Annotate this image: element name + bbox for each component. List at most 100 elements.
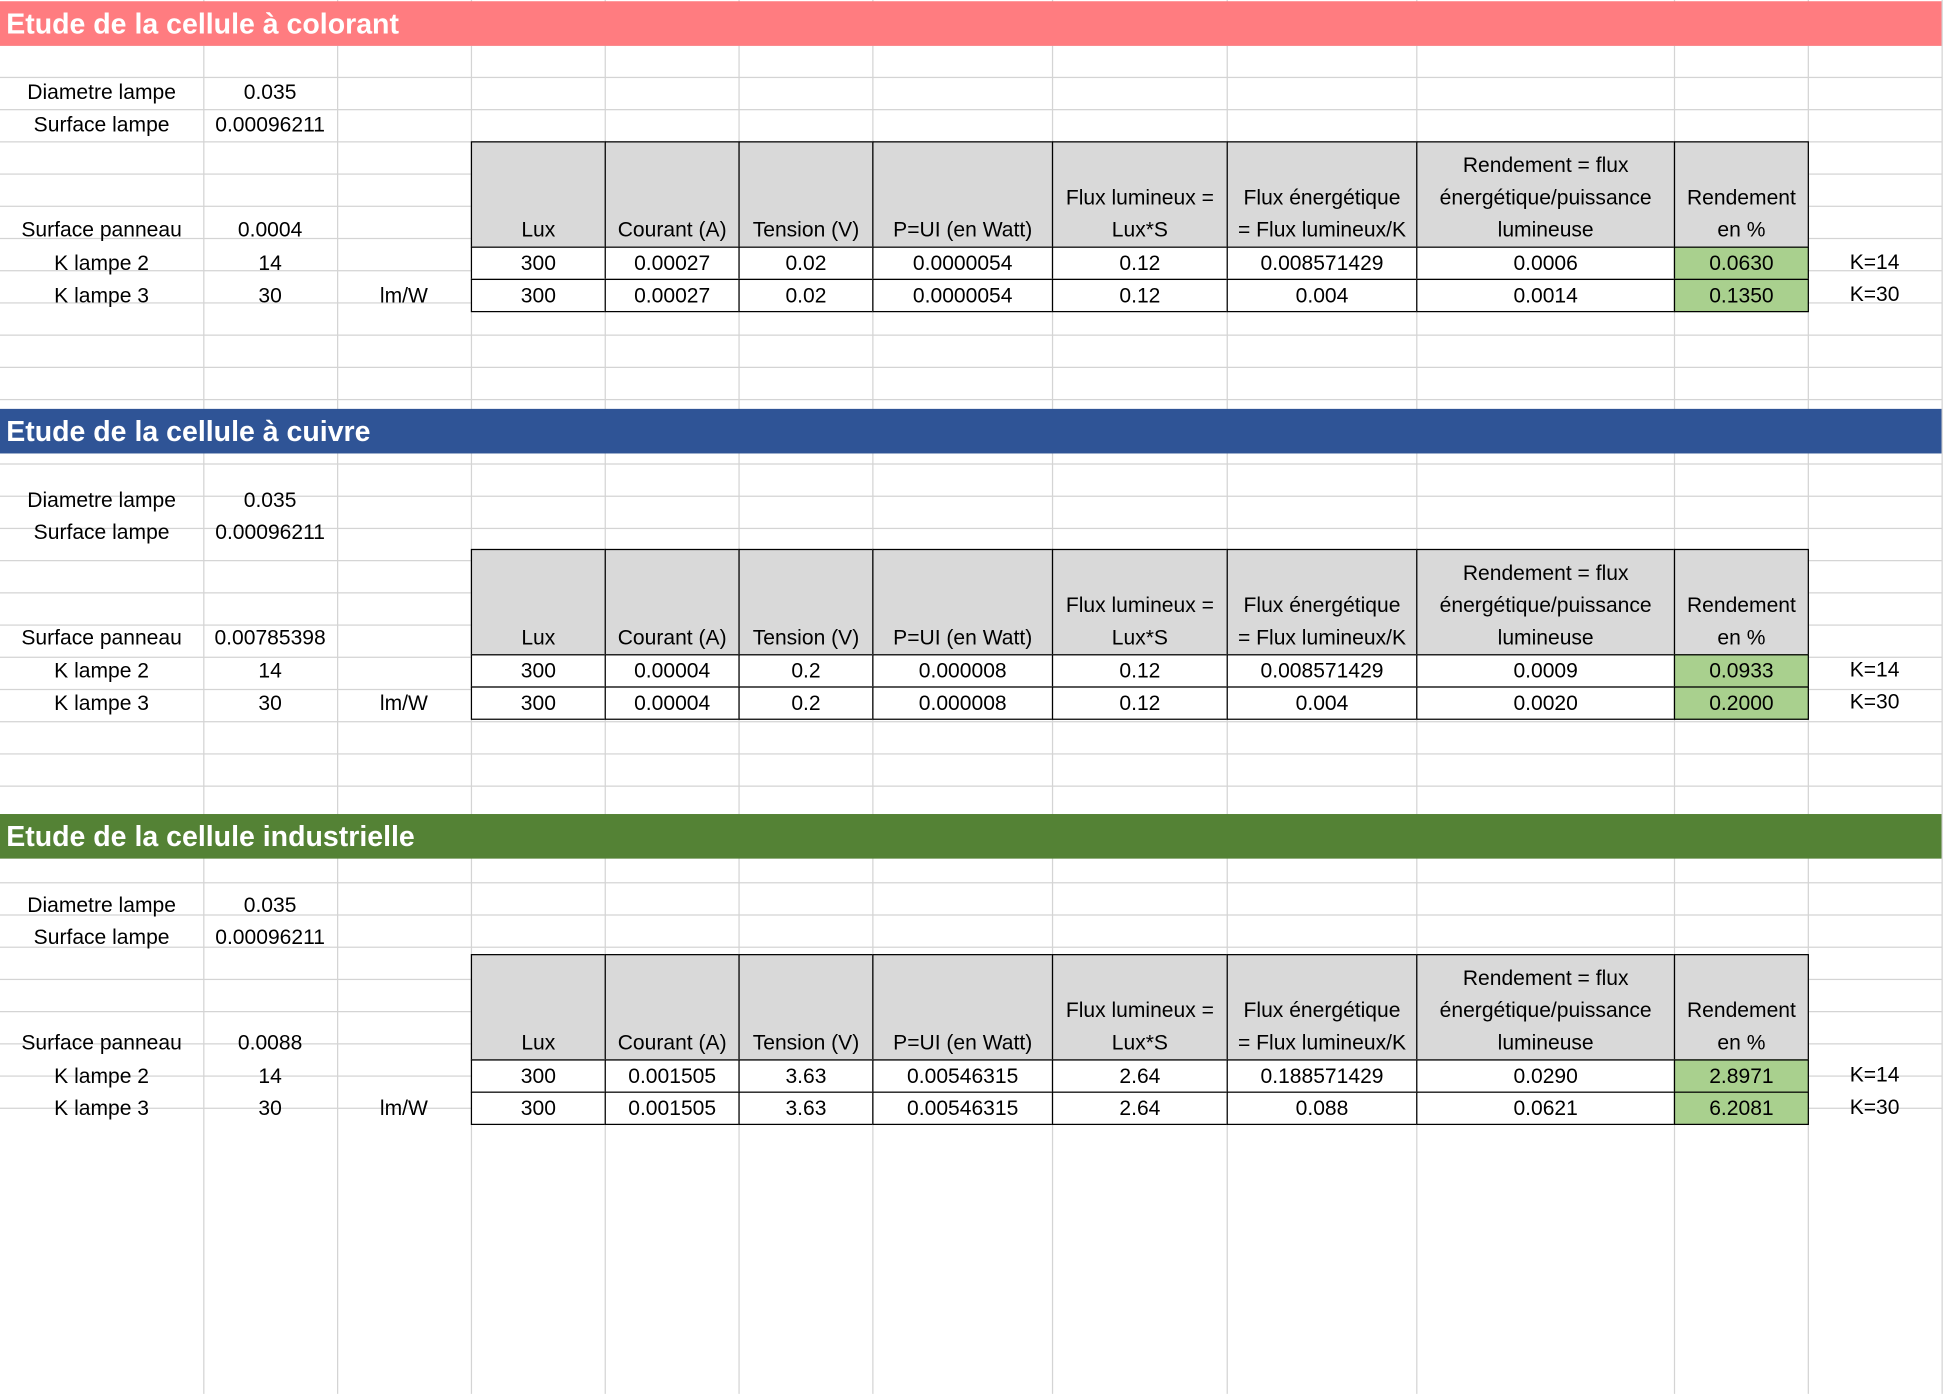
header-text: = Flux lumineux/K — [1238, 218, 1407, 242]
surface-lampe-label: Surface lampe — [33, 925, 170, 950]
table-cell: 0.0621 — [1416, 1091, 1676, 1126]
table-cell: 0.00027 — [604, 246, 740, 281]
diametre-value: 0.035 — [243, 488, 297, 512]
header-text: Lux — [521, 625, 556, 650]
k-lampe-3-label: K lampe 3 — [54, 691, 150, 715]
header-text: lumineuse — [1497, 1030, 1594, 1055]
header-text: Courant (A) — [617, 1030, 727, 1055]
table-header-cell: Rendement en % — [1673, 141, 1809, 248]
k-lampe-2-value: 14 — [258, 1064, 282, 1088]
table-header-cell: Tension (V) — [738, 548, 874, 656]
header-text: = Flux lumineux/K — [1238, 1030, 1407, 1055]
header-text: Tension (V) — [752, 625, 860, 650]
table-header-cell: Lux — [470, 141, 606, 248]
table-cell: 0.000008 — [872, 686, 1054, 720]
header-text: P=UI (en Watt) — [893, 1030, 1033, 1055]
table-cell: 0.00004 — [604, 686, 740, 720]
table-cell: 300 — [470, 278, 606, 313]
table-cell: 2.64 — [1051, 1059, 1228, 1093]
table-cell: 0.2 — [738, 686, 874, 720]
surface-panneau-label: Surface panneau — [21, 1030, 182, 1055]
table-cell: 0.0020 — [1416, 686, 1676, 720]
header-text: lumineuse — [1497, 218, 1594, 242]
table-cell: 0.088 — [1226, 1091, 1418, 1126]
header-text: énergétique/puissance — [1439, 998, 1652, 1023]
grid-row-line — [0, 334, 1942, 336]
header-text: Courant (A) — [617, 625, 727, 650]
table-header-cell: Flux énergétique = Flux lumineux/K — [1226, 141, 1418, 248]
table-cell: 0.12 — [1051, 654, 1228, 688]
rendement-percent-cell: 0.0933 — [1673, 654, 1809, 688]
table-cell: 0.12 — [1051, 246, 1228, 281]
table-header-cell: P=UI (en Watt) — [872, 548, 1054, 656]
k-lampe-2-value: 14 — [258, 251, 282, 276]
table-header-cell: Rendement = flux énergétique/puissance lum… — [1416, 141, 1676, 248]
table-header-cell: Flux énergétique = Flux lumineux/K — [1226, 954, 1418, 1061]
grid-row-line — [0, 398, 1942, 401]
header-text: Flux énergétique — [1243, 185, 1401, 210]
header-text: Tension (V) — [752, 218, 860, 242]
header-text: = Flux lumineux/K — [1238, 625, 1407, 650]
header-text: Lux*S — [1111, 625, 1168, 650]
table-cell: 0.188571429 — [1226, 1059, 1418, 1093]
table-header-cell: Rendement en % — [1673, 954, 1809, 1061]
k-tag: K=30 — [1849, 282, 1900, 307]
table-header-cell: Tension (V) — [738, 954, 874, 1061]
table-cell: 0.00546315 — [872, 1091, 1054, 1126]
header-text: Lux*S — [1111, 1030, 1168, 1055]
section-banner: Etude de la cellule à colorant — [0, 1, 1942, 46]
table-header-cell: Flux énergétique = Flux lumineux/K — [1226, 548, 1418, 656]
surface-lampe-label: Surface lampe — [33, 112, 170, 137]
header-text: en % — [1717, 625, 1766, 650]
surface-lampe-value: 0.00096211 — [215, 520, 325, 544]
header-text: lumineuse — [1497, 625, 1594, 650]
table-cell: 300 — [470, 1091, 606, 1126]
k-tag: K=30 — [1849, 690, 1900, 714]
table-header-cell: Flux lumineux = Lux*S — [1051, 141, 1228, 248]
header-text: Rendement = flux — [1462, 153, 1629, 178]
rendement-percent-cell: 0.2000 — [1673, 686, 1809, 720]
k-lampe-3-value: 30 — [258, 1096, 282, 1121]
diametre-label: Diametre lampe — [27, 488, 176, 512]
table-cell: 0.00027 — [604, 278, 740, 313]
header-text: Lux — [521, 218, 556, 242]
table-header-cell: Courant (A) — [604, 954, 740, 1061]
rendement-percent-cell: 2.8971 — [1673, 1059, 1809, 1093]
grid-column-line — [337, 0, 339, 1394]
surface-lampe-value: 0.00096211 — [215, 112, 325, 137]
header-text: énergétique/puissance — [1439, 185, 1652, 210]
header-text: énergétique/puissance — [1439, 593, 1652, 618]
grid-row-line — [0, 721, 1942, 723]
table-cell: 2.64 — [1051, 1091, 1228, 1126]
k-lampe-2-label: K lampe 2 — [54, 251, 150, 276]
table-cell: 0.12 — [1051, 278, 1228, 313]
k-tag: K=30 — [1849, 1095, 1900, 1119]
table-cell: 0.0014 — [1416, 278, 1676, 313]
surface-panneau-label: Surface panneau — [21, 218, 182, 242]
header-text: en % — [1717, 1030, 1766, 1055]
k-lampe-3-value: 30 — [258, 691, 282, 715]
surface-panneau-value: 0.0088 — [237, 1030, 303, 1055]
unit-label: lm/W — [379, 283, 428, 308]
k-tag: K=14 — [1849, 657, 1900, 682]
table-cell: 0.0000054 — [872, 278, 1054, 313]
table-cell: 3.63 — [738, 1091, 874, 1126]
header-text: P=UI (en Watt) — [893, 625, 1033, 650]
header-text: Flux lumineux = — [1065, 593, 1214, 618]
k-lampe-2-value: 14 — [258, 659, 282, 683]
surface-panneau-value: 0.00785398 — [214, 625, 326, 650]
grid-column-line — [203, 0, 205, 1394]
header-text: Rendement — [1686, 593, 1796, 618]
grid-column-line — [1941, 0, 1943, 1394]
table-cell: 0.00546315 — [872, 1059, 1054, 1093]
diametre-value: 0.035 — [243, 80, 297, 105]
header-text: Rendement = flux — [1462, 966, 1629, 990]
section-banner: Etude de la cellule à cuivre — [0, 408, 1942, 454]
table-header-cell: Lux — [470, 954, 606, 1061]
table-cell: 0.001505 — [604, 1091, 740, 1126]
header-text: Lux*S — [1111, 218, 1168, 242]
k-lampe-3-label: K lampe 3 — [54, 283, 150, 308]
table-header-cell: Flux lumineux = Lux*S — [1051, 548, 1228, 656]
table-header-cell: Courant (A) — [604, 141, 740, 248]
surface-lampe-value: 0.00096211 — [215, 925, 325, 950]
